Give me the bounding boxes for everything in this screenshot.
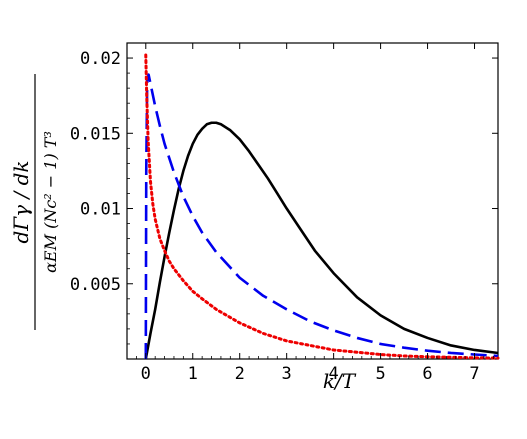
x-tick-label: 1 — [188, 364, 198, 384]
x-tick-label: 7 — [469, 364, 479, 384]
x-tick-label: 5 — [375, 364, 385, 384]
solid-black-curve — [144, 121, 499, 360]
y-axis-title-numerator: dΓγ / dk — [9, 160, 33, 243]
dotted-red-curve — [144, 53, 500, 360]
tick-layer: 0 1 2 3 4 5 6 7 0.005 0.01 0.015 0.02 — [70, 43, 498, 384]
series-layer — [144, 53, 500, 360]
plot-frame-border — [126, 42, 499, 360]
y-tick-label: 0.005 — [70, 275, 121, 295]
y-tick-label: 0.015 — [70, 124, 121, 144]
x-tick-label: 3 — [282, 364, 292, 384]
x-axis-title: k/T — [323, 369, 357, 393]
x-tick-label: 6 — [422, 364, 432, 384]
dashed-blue-curve — [144, 73, 499, 360]
y-tick-label: 0.02 — [80, 49, 121, 69]
x-tick-label: 4 — [329, 364, 339, 384]
y-axis-title-denominator: αEM (Nc² − 1) T³ — [41, 131, 60, 273]
x-tick-label: 0 — [141, 364, 151, 384]
x-tick-label: 2 — [235, 364, 245, 384]
y-tick-label: 0.01 — [80, 200, 121, 220]
y-axis-title: dΓγ / dk αEM (Nc² − 1) T³ — [9, 74, 60, 330]
plot-frame — [126, 42, 499, 360]
